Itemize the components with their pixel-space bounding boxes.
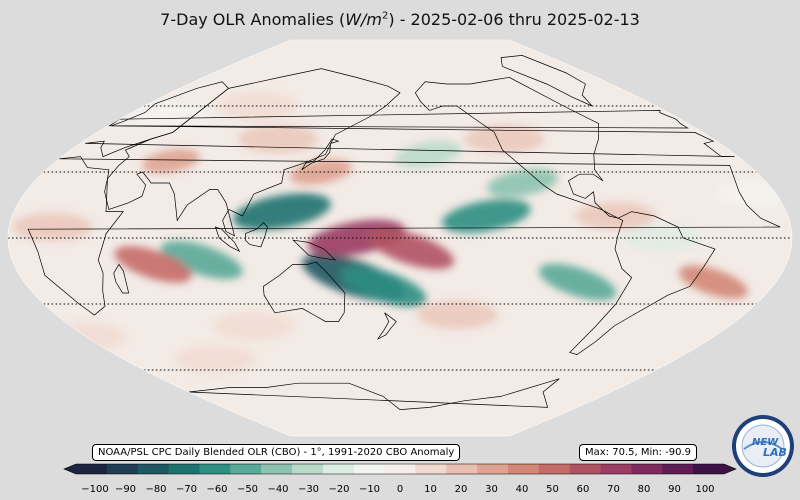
colorbar-tick-label: 70 (607, 484, 620, 495)
colorbar-tick-label: −20 (328, 484, 350, 495)
colorbar-tick-label: 60 (576, 484, 590, 495)
logo-text-top: NEW (752, 437, 779, 448)
colorbar-tick-label: −50 (236, 484, 259, 495)
colorbar-segment (199, 464, 231, 474)
colorbar-segment (569, 464, 602, 474)
anomaly-blob (233, 193, 331, 230)
colorbar-segment (353, 464, 386, 474)
colorbar-segment (693, 464, 725, 474)
colorbar-tick-label: 40 (515, 484, 529, 495)
anomaly-blob (575, 202, 656, 230)
colorbar-segment (415, 464, 447, 474)
colorbar-tick-label: 80 (637, 484, 651, 495)
coastline-uk (108, 110, 689, 129)
coastline-sumatra (214, 226, 241, 252)
data-source-label: NOAA/PSL CPC Daily Blended OLR (CBO) - 1… (92, 444, 461, 461)
coastline-north-america (414, 77, 619, 219)
coastline-greenland (500, 55, 593, 107)
colorbar-segment (261, 464, 293, 474)
colorbar (63, 463, 737, 475)
colorbar-tick-label: −10 (358, 484, 381, 495)
anomaly-blob (367, 228, 454, 270)
anomaly-blob (213, 312, 294, 340)
anomaly-blob (238, 125, 319, 153)
anomaly-blob (141, 149, 200, 173)
colorbar-tick-label: −30 (297, 484, 320, 495)
anomaly-blob (114, 246, 192, 283)
colorbar-segment (384, 464, 416, 474)
anomaly-blob (715, 180, 792, 208)
anomaly-blob (417, 301, 498, 329)
colorbar-segment (230, 464, 262, 474)
coastline-borneo (245, 222, 268, 248)
colorbar-tick-label: −80 (145, 484, 167, 495)
colorbar-tick-label: 50 (546, 484, 559, 495)
colorbar-tick-label: 90 (668, 484, 681, 495)
colorbar-segment (631, 464, 663, 474)
coastline-australia (262, 261, 346, 322)
map-title: 7-Day OLR Anomalies (W/m2) - 2025-02-06 … (160, 10, 640, 29)
anomaly-blob (678, 265, 748, 299)
anomaly-blob (538, 263, 617, 301)
colorbar-segment (508, 464, 540, 474)
colorbar-segment (446, 464, 478, 474)
colorbar-segment (106, 464, 139, 474)
coastline-europe (85, 81, 735, 158)
colorbar-tick-label: 10 (424, 484, 437, 495)
colorbar-min-arrow (64, 464, 76, 474)
newlab-logo: NEW LAB NOAA (732, 415, 794, 477)
colorbar-segment (662, 464, 694, 474)
logo-text-bottom: LAB (763, 446, 787, 459)
coastline-antarctica (188, 378, 560, 410)
colorbar-segment (168, 464, 200, 474)
anomaly-blob (486, 168, 558, 198)
colorbar-tick-label: −60 (206, 484, 228, 495)
colorbar-segment (322, 464, 355, 474)
colorbar-tick-label: 30 (485, 484, 498, 495)
anomaly-blob (160, 240, 243, 280)
colorbar-tick-label: −100 (81, 484, 109, 495)
anomaly-blob (394, 141, 462, 168)
coastline-new-zealand (377, 312, 397, 340)
anomaly-blob (217, 92, 298, 120)
anomaly-blob (441, 199, 531, 233)
colorbar-tick-label: 100 (695, 484, 715, 495)
colorbar-segment (76, 464, 108, 474)
colorbar-tick-label: 20 (454, 484, 468, 495)
anomaly-blob (340, 266, 427, 307)
anomaly-blob (129, 103, 210, 131)
colorbar-tick-label: 0 (396, 484, 404, 495)
colorbar-segment (600, 464, 632, 474)
coastline-madagascar (113, 263, 130, 294)
colorbar-segment (538, 464, 571, 474)
anomaly-blob (464, 125, 545, 153)
colorbar-segment (477, 464, 509, 474)
colorbar-max-arrow (724, 464, 736, 474)
max-min-stats: Max: 70.5, Min: -90.9 (579, 444, 698, 461)
colorbar-segment (292, 464, 324, 474)
colorbar-tick-label: −70 (175, 484, 198, 495)
colorbar-segment (137, 464, 170, 474)
coastline-africa (27, 156, 781, 316)
globe-outline (7, 39, 793, 437)
coastline-new-guinea (292, 239, 337, 261)
coastline-south-america (569, 211, 716, 355)
anomaly-blob (12, 213, 93, 241)
colorbar-tick-label: −90 (114, 484, 137, 495)
coastline-japan (301, 138, 340, 171)
colorbar-tick-label: −40 (267, 484, 289, 495)
logo-ring-text: NOAA (758, 420, 770, 425)
anomaly-blob (175, 345, 256, 373)
